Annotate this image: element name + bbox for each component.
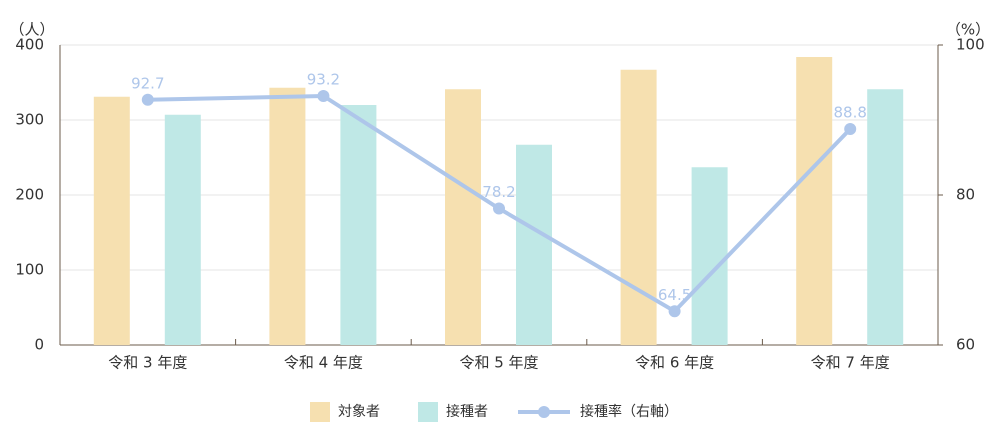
data-label: 78.2 [482, 183, 515, 201]
y-tick-label: 0 [34, 336, 44, 354]
y-tick-label: 200 [15, 186, 44, 204]
data-label: 64.5 [658, 286, 691, 304]
y-tick-label: 400 [15, 36, 44, 54]
data-label: 93.2 [307, 71, 340, 89]
data-label: 92.7 [131, 74, 164, 92]
legend-swatch [310, 402, 330, 422]
line-point [844, 123, 857, 135]
bar [796, 57, 833, 345]
legend-label: 接種率（右軸） [580, 403, 678, 420]
legend-label: 対象者 [338, 404, 380, 420]
line-point [141, 93, 154, 106]
bar [340, 105, 377, 345]
legend-swatch [418, 402, 438, 422]
line-point [668, 305, 681, 318]
x-tick-label: 令和 5 年度 [459, 354, 538, 372]
y-tick-label: 300 [15, 111, 44, 129]
data-label: 88.8 [833, 104, 866, 122]
bar [164, 114, 201, 345]
x-tick-label: 令和 3 年度 [108, 354, 187, 372]
bar [620, 69, 657, 345]
y2-axis-label: （%） [946, 21, 990, 39]
y2-tick-label: 80 [956, 186, 975, 204]
x-tick-label: 令和 7 年度 [811, 354, 890, 372]
bar [269, 87, 306, 345]
bar [93, 96, 130, 345]
y-tick-label: 100 [15, 261, 44, 279]
x-tick-label: 令和 4 年度 [284, 354, 363, 372]
y2-tick-label: 100 [956, 36, 985, 54]
legend-marker [538, 406, 550, 418]
line-point [493, 202, 505, 215]
x-tick-label: 令和 6 年度 [635, 354, 714, 372]
bar [867, 89, 904, 345]
y-axis-label: （人） [9, 21, 54, 39]
bar [691, 167, 728, 345]
y2-tick-label: 60 [956, 336, 975, 354]
line-point [317, 90, 330, 102]
bar [516, 144, 552, 345]
legend-label: 接種者 [446, 403, 488, 420]
bar [445, 89, 481, 345]
